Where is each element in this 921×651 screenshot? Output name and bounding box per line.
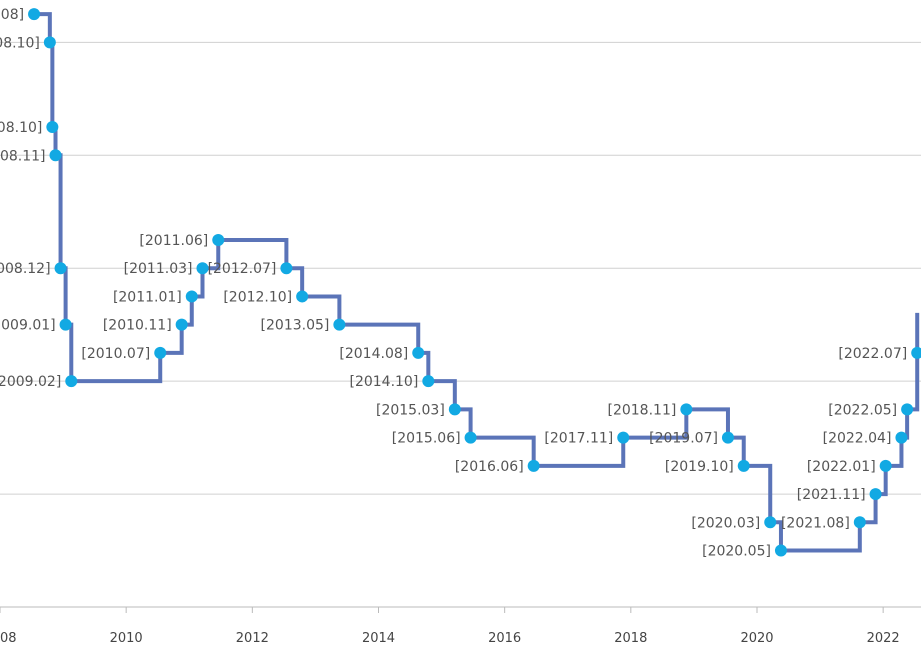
point-label: [2011.03] (124, 261, 193, 277)
point-label: [2010.07] (81, 346, 150, 362)
point-label: [2009.01] (0, 318, 56, 334)
point-label: [2021.11] (797, 487, 866, 503)
point-label: [2012.07] (208, 261, 277, 277)
point-label: [2009.02] (0, 374, 61, 390)
point-label: [2018.11] (608, 402, 677, 418)
data-point[interactable] (774, 544, 787, 557)
data-point[interactable] (333, 318, 346, 331)
point-label: [2015.06] (392, 431, 461, 447)
data-point[interactable] (422, 375, 435, 388)
x-tick-label: 2014 (362, 631, 395, 646)
data-point[interactable] (196, 262, 209, 275)
x-tick-label: 2022 (867, 631, 900, 646)
point-label: [2016.06] (455, 459, 524, 475)
point-label: [2008.12] (0, 261, 51, 277)
point-label: [2012.10] (223, 289, 292, 305)
data-points (28, 8, 921, 557)
data-point[interactable] (448, 403, 461, 416)
data-point[interactable] (46, 121, 59, 134)
data-point[interactable] (54, 262, 67, 275)
data-point[interactable] (154, 346, 167, 359)
data-point[interactable] (49, 149, 62, 162)
data-point[interactable] (617, 431, 630, 444)
data-point[interactable] (412, 346, 425, 359)
data-point[interactable] (296, 290, 309, 303)
data-point[interactable] (43, 36, 56, 49)
data-point[interactable] (212, 233, 225, 246)
data-point[interactable] (185, 290, 198, 303)
point-label: [2014.08] (339, 346, 408, 362)
data-point[interactable] (737, 459, 750, 472)
point-label: [2020.03] (691, 515, 760, 531)
data-point[interactable] (853, 516, 866, 529)
point-label: [2008.11] (0, 148, 46, 164)
point-label: [2015.03] (376, 402, 445, 418)
data-point[interactable] (879, 459, 892, 472)
point-label: [2021.08] (781, 515, 850, 531)
data-point[interactable] (527, 459, 540, 472)
point-label: [2013.05] (261, 318, 330, 334)
data-point[interactable] (65, 375, 78, 388)
x-axis-ticks: 2008 2010 2012 2014 2016 2018 2020 2022 (0, 607, 900, 646)
data-point[interactable] (59, 318, 72, 331)
point-label: [2022.04] (823, 431, 892, 447)
x-tick-label: 2008 (0, 631, 17, 646)
point-label: [2022.05] (828, 402, 897, 418)
data-point[interactable] (175, 318, 188, 331)
point-label: [2008.10] (0, 120, 42, 136)
data-point[interactable] (901, 403, 914, 416)
point-label: [2019.10] (665, 459, 734, 475)
point-label: [2010.11] (103, 318, 172, 334)
data-point[interactable] (895, 431, 908, 444)
point-label: [2019.07] (649, 431, 718, 447)
data-point[interactable] (28, 8, 41, 21)
point-label: [2014.10] (349, 374, 418, 390)
data-point[interactable] (869, 488, 882, 501)
data-point[interactable] (721, 431, 734, 444)
point-label: [2008.08] (0, 7, 24, 23)
x-tick-label: 2016 (488, 631, 521, 646)
point-label: [2020.05] (702, 544, 771, 560)
x-tick-label: 2012 (236, 631, 269, 646)
point-label: [2017.11] (544, 431, 613, 447)
point-labels: [2008.08] [2008.10] [2008.10] [2008.11] [200… (0, 7, 907, 559)
point-label: [2011.06] (139, 233, 208, 249)
data-point[interactable] (680, 403, 693, 416)
x-tick-label: 2018 (614, 631, 647, 646)
data-point[interactable] (464, 431, 477, 444)
x-tick-label: 2010 (110, 631, 143, 646)
x-tick-label: 2020 (740, 631, 773, 646)
point-label: [2011.01] (113, 289, 182, 305)
point-label: [2022.07] (838, 346, 907, 362)
point-label: [2008.10] (0, 35, 40, 51)
data-point[interactable] (911, 346, 921, 359)
data-point[interactable] (280, 262, 293, 275)
data-point[interactable] (764, 516, 777, 529)
point-label: [2022.01] (807, 459, 876, 475)
